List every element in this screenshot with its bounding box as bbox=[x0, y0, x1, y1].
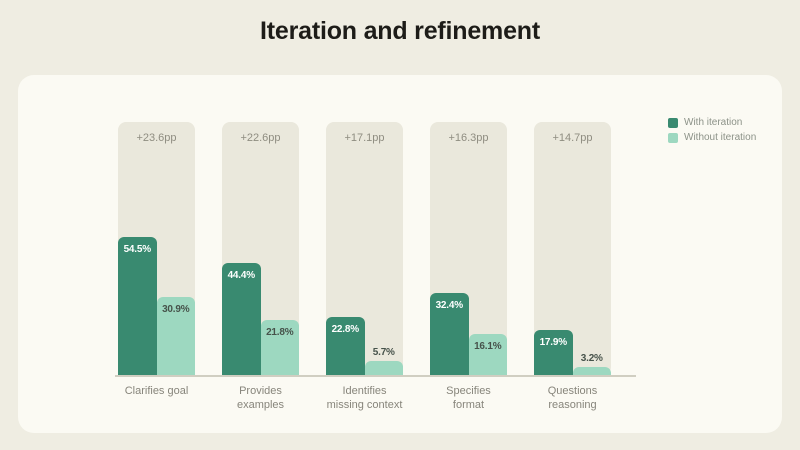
delta-annotation: +22.6pp bbox=[240, 132, 281, 144]
legend-swatch-icon bbox=[668, 132, 678, 143]
legend-item: Without iteration bbox=[668, 132, 756, 143]
chart-card: +23.6pp 54.5% 30.9% +22.6pp 44.4% 21.8% +17.1p… bbox=[18, 75, 782, 433]
bar-groups: +23.6pp 54.5% 30.9% +22.6pp 44.4% 21.8% +17.1p… bbox=[118, 122, 611, 375]
bar-with-iteration: 54.5% bbox=[118, 237, 157, 375]
bar-with-iteration: 17.9% bbox=[534, 330, 573, 375]
category-label: Identifies missing context bbox=[326, 384, 403, 412]
x-axis-line bbox=[115, 375, 636, 377]
delta-annotation: +14.7pp bbox=[552, 132, 593, 144]
bar-group: +22.6pp 44.4% 21.8% bbox=[222, 122, 299, 375]
value-label: 32.4% bbox=[435, 300, 464, 311]
value-label: 16.1% bbox=[474, 341, 502, 352]
category-label-text: Specifies format bbox=[446, 385, 491, 411]
delta-annotation: +16.3pp bbox=[448, 132, 489, 144]
category-label-text: Provides examples bbox=[236, 385, 285, 411]
delta-annotation: +23.6pp bbox=[136, 132, 177, 144]
value-label: 3.2% bbox=[580, 353, 603, 364]
bar-without-iteration: 30.9% bbox=[156, 297, 195, 375]
chart-title: Iteration and refinement bbox=[260, 17, 540, 45]
legend-label: With iteration bbox=[684, 117, 743, 128]
bar-with-iteration: 32.4% bbox=[430, 293, 469, 375]
plot-area: +23.6pp 54.5% 30.9% +22.6pp 44.4% 21.8% +17.1p… bbox=[115, 122, 636, 422]
category-label: Clarifies goal bbox=[118, 384, 195, 412]
bar-group: +14.7pp 17.9% 3.2% bbox=[534, 122, 611, 375]
bar-with-iteration: 22.8% bbox=[326, 317, 365, 375]
value-label: 17.9% bbox=[539, 337, 568, 348]
value-label: 22.8% bbox=[331, 324, 360, 335]
bar-group: +16.3pp 32.4% 16.1% bbox=[430, 122, 507, 375]
legend-label: Without iteration bbox=[684, 132, 757, 143]
value-label: 21.8% bbox=[266, 327, 294, 338]
bar-group: +23.6pp 54.5% 30.9% bbox=[118, 122, 195, 375]
value-label: 30.9% bbox=[162, 304, 190, 315]
value-label: 44.4% bbox=[227, 270, 256, 281]
bar-with-iteration: 44.4% bbox=[222, 263, 261, 375]
category-label: Specifies format bbox=[430, 384, 507, 412]
category-label-text: Questions reasoning bbox=[547, 385, 598, 411]
bar-without-iteration bbox=[572, 367, 611, 375]
category-labels: Clarifies goal Provides examples Identifies… bbox=[118, 384, 611, 412]
bar-without-iteration bbox=[364, 361, 403, 375]
delta-annotation: +17.1pp bbox=[344, 132, 385, 144]
category-label: Questions reasoning bbox=[534, 384, 611, 412]
legend-item: With iteration bbox=[668, 117, 756, 128]
legend-swatch-icon bbox=[668, 117, 678, 128]
value-label: 5.7% bbox=[372, 347, 395, 358]
category-label-text: Identifies missing context bbox=[326, 385, 403, 411]
legend: With iteration Without iteration bbox=[668, 117, 756, 147]
bar-without-iteration: 16.1% bbox=[468, 334, 507, 375]
value-label: 54.5% bbox=[123, 244, 152, 255]
category-label: Provides examples bbox=[222, 384, 299, 412]
category-label-text: Clarifies goal bbox=[124, 385, 189, 397]
bar-without-iteration: 21.8% bbox=[260, 320, 299, 375]
bar-group: +17.1pp 22.8% 5.7% bbox=[326, 122, 403, 375]
